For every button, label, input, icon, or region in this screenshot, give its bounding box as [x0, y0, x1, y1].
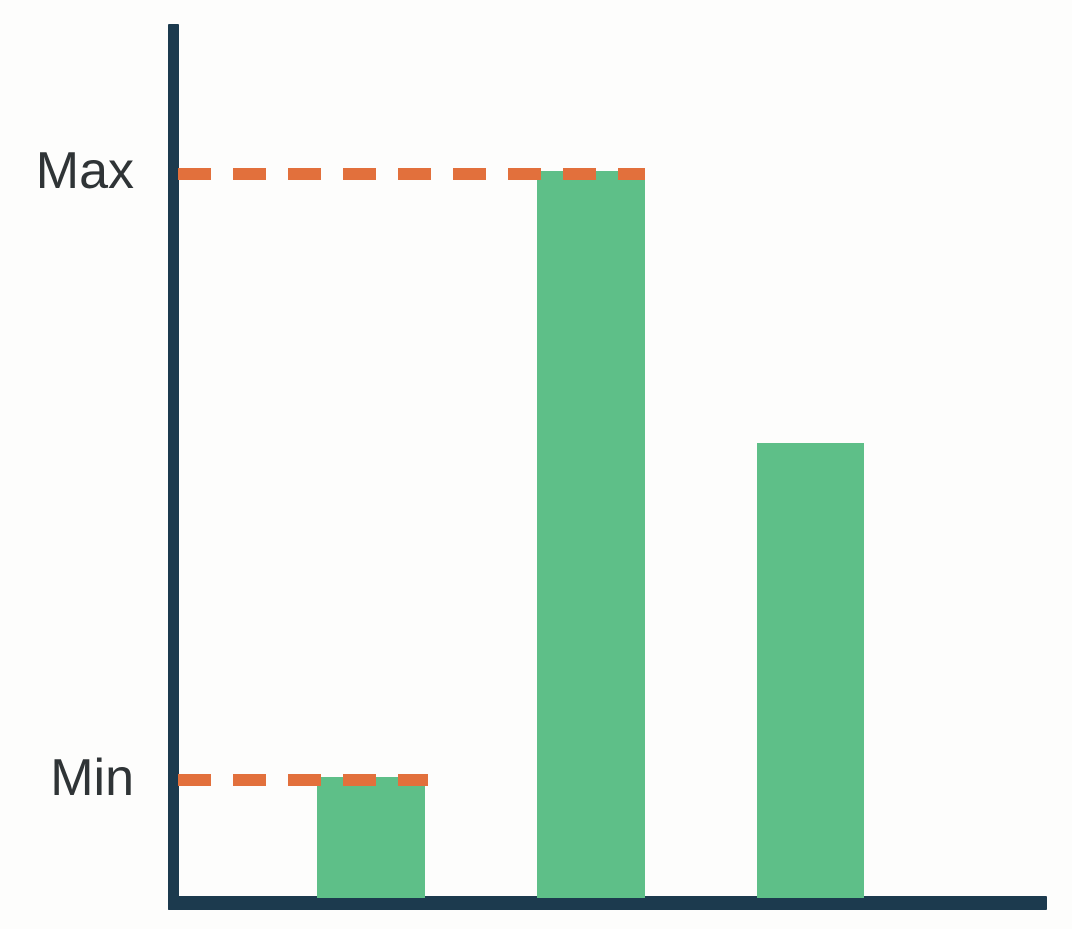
threshold-dash: [453, 168, 486, 180]
threshold-dash: [563, 168, 596, 180]
bar-2: [537, 171, 645, 898]
x-axis: [168, 896, 1047, 910]
threshold-dash: [233, 168, 266, 180]
bar-1: [317, 777, 425, 898]
threshold-dash: [618, 168, 645, 180]
threshold-dash: [398, 774, 428, 786]
y-axis: [168, 24, 179, 910]
threshold-dash: [178, 774, 211, 786]
max-threshold-line: [178, 168, 645, 180]
threshold-dash: [343, 774, 376, 786]
threshold-dash: [288, 168, 321, 180]
threshold-dash: [288, 774, 321, 786]
threshold-dash: [233, 774, 266, 786]
threshold-dash: [508, 168, 541, 180]
min-threshold-line: [178, 774, 428, 786]
y-tick-label-min: Min: [50, 749, 134, 807]
threshold-dash: [398, 168, 431, 180]
threshold-dash: [343, 168, 376, 180]
bar-3: [757, 443, 864, 898]
threshold-dash: [178, 168, 211, 180]
y-tick-label-max: Max: [35, 142, 134, 200]
